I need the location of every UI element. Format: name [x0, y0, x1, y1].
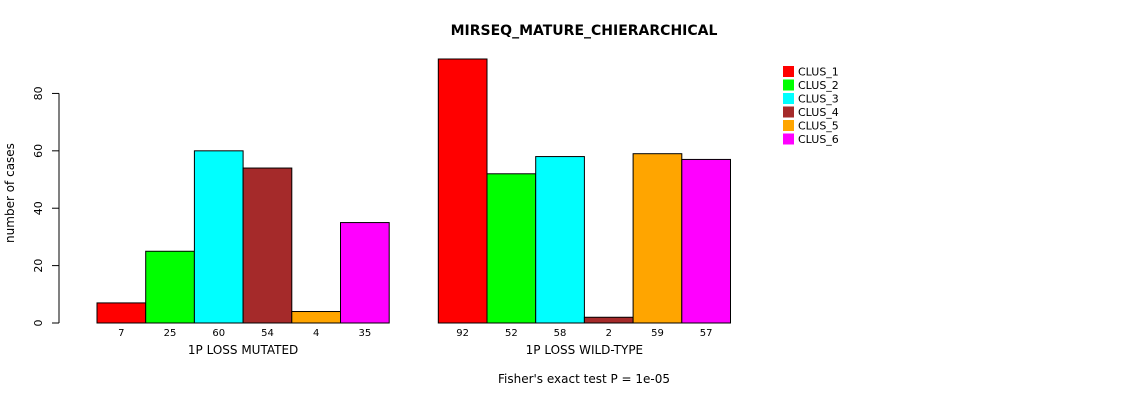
bar-clus-3	[193, 150, 244, 324]
y-tick-label: 0	[32, 320, 45, 327]
bar-labels: 7 25 60 54 4 35 92 52 58 2 59 57	[118, 328, 712, 339]
bar-value-label: 2	[606, 328, 612, 339]
chart-title: MIRSEQ_MATURE_CHIERARCHICAL	[451, 23, 718, 39]
bar-clus-5	[632, 153, 683, 324]
bars	[96, 58, 731, 324]
group-label: 1P LOSS WILD-TYPE	[526, 343, 643, 357]
legend-swatch	[783, 133, 794, 145]
bar-clus-2	[145, 250, 195, 324]
bar-clus-1	[437, 58, 488, 324]
y-tick-label: 40	[32, 201, 45, 215]
y-axis-label: number of cases	[3, 143, 17, 243]
bar-clus-4	[583, 316, 634, 324]
bar-value-label: 57	[700, 328, 713, 339]
bar-value-label: 25	[164, 328, 177, 339]
y-axis: 0 20 40 60 80	[32, 86, 60, 327]
bar-value-label: 35	[358, 328, 371, 339]
legend-label: CLUS_3	[798, 93, 839, 106]
y-tick-label: 60	[32, 144, 45, 158]
bar-clus-4	[242, 167, 293, 324]
y-tick-label: 20	[32, 259, 45, 273]
fisher-test-note: Fisher's exact test P = 1e-05	[498, 372, 670, 386]
legend-swatch	[783, 79, 794, 91]
bar-clus-6	[340, 222, 390, 324]
bar-value-label: 54	[261, 328, 274, 339]
group-labels: 1P LOSS MUTATED 1P LOSS WILD-TYPE	[188, 343, 643, 357]
legend-swatch	[783, 66, 794, 77]
bar-value-label: 58	[554, 328, 567, 339]
bar-value-label: 4	[313, 328, 319, 339]
legend-swatch	[783, 93, 794, 104]
bar-value-label: 52	[505, 328, 518, 339]
bar-clus-2	[486, 173, 537, 324]
bar-clus-5	[291, 311, 341, 324]
bar-value-label: 60	[212, 328, 225, 339]
legend-label: CLUS_6	[798, 133, 839, 146]
legend-swatch	[783, 106, 794, 118]
bar-value-label: 59	[651, 328, 664, 339]
legend-label: CLUS_5	[798, 120, 839, 133]
bar-clus-6	[681, 158, 731, 324]
legend-label: CLUS_4	[798, 106, 839, 119]
y-tick-label: 80	[32, 86, 45, 100]
group-label: 1P LOSS MUTATED	[188, 343, 298, 357]
bar-clus-1	[96, 302, 147, 324]
legend-label: CLUS_1	[798, 66, 839, 79]
bar-clus-3	[535, 156, 585, 324]
bar-value-label: 92	[456, 328, 469, 339]
bar-value-label: 7	[118, 328, 124, 339]
legend-swatch	[783, 120, 794, 131]
legend-label: CLUS_2	[798, 79, 839, 92]
